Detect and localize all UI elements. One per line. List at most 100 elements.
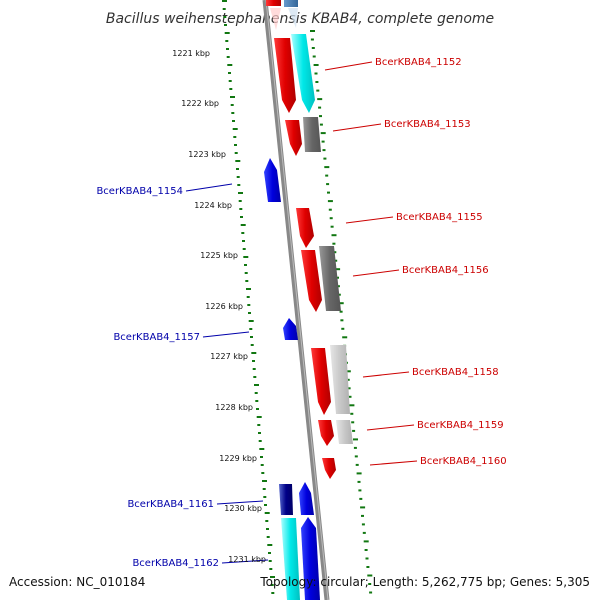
- leader-line-1153: [332, 123, 382, 132]
- ruler-tick-left: [253, 376, 257, 378]
- ruler-tick-right: [361, 523, 365, 526]
- ruler-tick-left: [270, 576, 275, 578]
- ruler-label: 1230 kbp: [224, 504, 262, 513]
- ruler-tick-left: [250, 336, 253, 338]
- ruler-tick-left: [255, 400, 259, 402]
- feature-labels-right[interactable]: BcerKBAB4_1152 BcerKBAB4_1153 BcerKBAB4_…: [375, 57, 507, 467]
- ruler-tick-left: [257, 424, 261, 426]
- ruler-tick-right: [340, 319, 344, 322]
- ruler-tick-left: [241, 232, 245, 234]
- ruler-tick-left: [262, 480, 267, 482]
- ruler-tick-right: [333, 251, 337, 254]
- gene-feature-1152[interactable]: [274, 34, 315, 113]
- ruler-tick-right: [330, 225, 334, 228]
- ruler-label: 1229 kbp: [219, 454, 257, 463]
- ruler-tick-left: [240, 224, 246, 226]
- ruler-tick-right: [346, 378, 350, 381]
- leader-line-1152: [324, 61, 373, 71]
- leader-line-1161: [216, 500, 264, 505]
- ruler-tick-left: [260, 464, 264, 466]
- ruler-tick-right: [312, 55, 316, 58]
- ruler-tick-right: [350, 412, 354, 415]
- ruler-tick-left: [223, 16, 227, 18]
- ruler-tick-left: [266, 528, 269, 530]
- ruler-tick-left: [269, 568, 273, 570]
- ruler-tick-right: [355, 463, 359, 466]
- ruler-tick-right: [341, 327, 345, 330]
- ruler-label: 1226 kbp: [205, 302, 243, 311]
- ruler-tick-right: [364, 549, 368, 551]
- ruler-tick-right: [368, 583, 372, 585]
- ruler-tick-right: [354, 455, 358, 458]
- gene-label-1159[interactable]: BcerKBAB4_1159: [417, 420, 504, 431]
- ruler-tick-left: [264, 512, 270, 514]
- gene-label-1158[interactable]: BcerKBAB4_1158: [412, 367, 499, 378]
- gene-label-1157[interactable]: BcerKBAB4_1157: [113, 332, 200, 343]
- ruler-tick-right: [327, 191, 330, 194]
- gene-label-1161[interactable]: BcerKBAB4_1161: [127, 499, 214, 510]
- ruler-label: 1228 kbp: [215, 403, 253, 412]
- gene-label-1152[interactable]: BcerKBAB4_1152: [375, 57, 462, 68]
- gene-label-1155[interactable]: BcerKBAB4_1155: [396, 212, 483, 223]
- gene-label-1162[interactable]: BcerKBAB4_1162: [132, 558, 219, 569]
- ruler-tick-right: [334, 259, 338, 262]
- ruler-tick-right: [362, 531, 366, 534]
- ruler-tick-left: [265, 520, 269, 522]
- gene-label-1156[interactable]: BcerKBAB4_1156: [402, 265, 489, 276]
- leader-line-1155: [345, 216, 394, 224]
- gene-feature-1162[interactable]: [281, 517, 320, 600]
- gene-feature-1159[interactable]: [318, 420, 353, 446]
- ruler-tick-right: [313, 64, 319, 66]
- ruler-tick-right: [318, 106, 322, 109]
- ruler-label: 1221 kbp: [172, 49, 210, 58]
- leader-line-1158: [362, 371, 410, 378]
- feature-labels-left[interactable]: BcerKBAB4_1154 BcerKBAB4_1157 BcerKBAB4_…: [96, 186, 219, 569]
- ruler-tick-right: [349, 404, 355, 407]
- gene-feature-1158[interactable]: [311, 345, 350, 415]
- ruler-tick-left: [248, 320, 254, 322]
- ruler-tick-right: [332, 242, 336, 245]
- ruler-tick-left: [228, 72, 231, 74]
- ruler-tick-right: [320, 132, 326, 135]
- gene-label-1153[interactable]: BcerKBAB4_1153: [384, 119, 471, 130]
- ruler-tick-left: [231, 112, 235, 114]
- gene-feature-1153[interactable]: [285, 117, 321, 156]
- ruler-tick-left: [245, 280, 249, 282]
- gene-feature-1156[interactable]: [301, 246, 341, 312]
- ruler-tick-left: [234, 152, 238, 154]
- ruler-tick-right: [366, 566, 370, 568]
- ruler-tick-right: [345, 370, 351, 373]
- ruler-tick-left: [240, 216, 243, 218]
- gene-label-1160[interactable]: BcerKBAB4_1160: [420, 456, 507, 467]
- ruler-tick-left: [256, 408, 259, 410]
- gene-feature-partial-top[interactable]: [266, 0, 298, 30]
- ruler-tick-left: [271, 592, 275, 594]
- gene-feature-1155[interactable]: [296, 208, 314, 248]
- gene-features[interactable]: [264, 0, 353, 600]
- ruler-tick-left: [251, 352, 257, 354]
- ruler-tick-right: [319, 115, 322, 118]
- gene-feature-1157[interactable]: [283, 318, 298, 340]
- ruler-tick-right: [335, 268, 341, 271]
- ruler-tick-left: [258, 432, 261, 434]
- gene-feature-1154[interactable]: [264, 158, 281, 202]
- ruler-tick-left: [268, 560, 272, 562]
- ruler-tick-left: [233, 136, 237, 138]
- ruler-tick-right: [311, 47, 315, 49]
- ruler-tick-left: [230, 104, 234, 106]
- ruler-tick-left: [228, 80, 232, 82]
- ruler-tick-left: [260, 456, 263, 458]
- ruler-tick-right: [323, 157, 327, 160]
- ruler-tick-left: [238, 200, 242, 202]
- ruler-tick-left: [226, 48, 229, 50]
- ruler-tick-right: [356, 472, 362, 475]
- ruler-tick-right: [336, 285, 340, 288]
- gene-label-1154[interactable]: BcerKBAB4_1154: [96, 186, 183, 197]
- ruler-tick-right: [359, 497, 363, 500]
- genome-backbone: [262, 0, 330, 600]
- gene-feature-1161[interactable]: [279, 482, 314, 515]
- ruler-tick-left: [254, 384, 259, 386]
- gene-feature-1160[interactable]: [322, 458, 336, 479]
- ruler-tick-right: [310, 30, 315, 32]
